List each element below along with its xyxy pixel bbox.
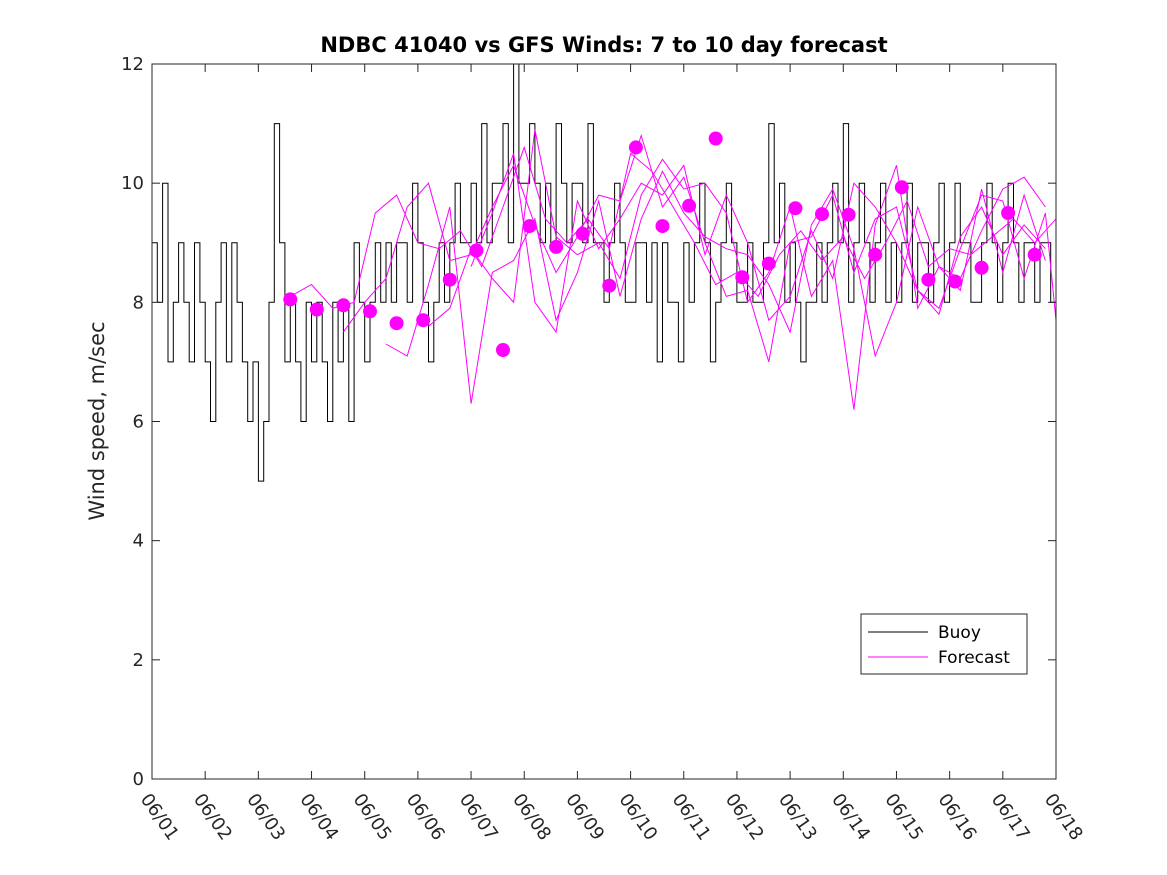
forecast-point: [283, 292, 298, 307]
x-tick-label: 06/09: [561, 790, 608, 845]
forecast-series-line-3: [428, 129, 1046, 410]
forecast-series-line-1: [290, 145, 1056, 309]
x-tick-label: 06/06: [402, 790, 449, 845]
forecast-point: [549, 239, 564, 254]
y-tick-label: 2: [133, 650, 144, 671]
forecast-point: [815, 207, 829, 222]
forecast-point: [602, 278, 617, 293]
forecast-point: [894, 180, 909, 195]
x-tick-label: 06/08: [508, 790, 555, 845]
x-tick-label: 06/11: [668, 790, 715, 845]
forecast-point: [735, 270, 750, 285]
x-tick-label: 06/16: [934, 790, 981, 845]
forecast-point: [841, 207, 856, 222]
forecast-point: [921, 272, 936, 287]
forecast-point: [708, 131, 723, 146]
forecast-series-line-5: [470, 153, 1056, 334]
y-tick-label: 4: [133, 531, 144, 552]
x-tick-label: 06/13: [774, 790, 821, 845]
forecast-point: [761, 256, 776, 271]
x-tick-label: 06/15: [880, 790, 927, 845]
x-tick-label: 06/07: [455, 790, 502, 845]
forecast-point: [682, 198, 697, 213]
x-tick-label: 06/03: [242, 790, 289, 845]
forecast-point: [496, 343, 510, 357]
forecast-point: [416, 313, 431, 328]
y-tick-label: 12: [121, 54, 144, 75]
y-tick-label: 8: [133, 292, 144, 313]
forecast-point: [1027, 247, 1042, 262]
legend-box: [860, 613, 1028, 675]
x-tick-label: 06/05: [349, 790, 396, 845]
forecast-point: [522, 219, 537, 234]
forecast-point: [1001, 206, 1016, 220]
y-tick-label: 0: [133, 769, 144, 790]
y-tick-label: 6: [133, 412, 144, 433]
forecast-point: [788, 201, 803, 216]
forecast-series-line-4: [385, 170, 1046, 404]
forecast-point: [974, 260, 989, 275]
forecast-point: [442, 272, 457, 287]
plot-area: [152, 64, 1056, 482]
x-tick-label: 06/17: [987, 790, 1034, 845]
forecast-point: [363, 304, 377, 319]
forecast-point: [389, 316, 404, 331]
y-axis-label: Wind speed, m/sec: [85, 321, 109, 520]
forecast-point: [655, 219, 670, 234]
chart-title: NDBC 41040 vs GFS Winds: 7 to 10 day for…: [320, 33, 887, 57]
legend: Buoy Forecast: [860, 613, 1028, 675]
x-tick-label: 06/18: [1040, 790, 1087, 845]
forecast-point: [868, 247, 883, 262]
x-tick-label: 06/02: [189, 790, 236, 845]
x-tick-label: 06/10: [614, 790, 661, 845]
legend-buoy-label: Buoy: [938, 623, 981, 643]
forecast-point: [948, 274, 962, 289]
x-tick-label: 06/01: [136, 790, 183, 845]
forecast-point: [469, 243, 484, 258]
forecast-point: [575, 226, 590, 241]
forecast-point: [628, 140, 643, 155]
x-tick-label: 06/12: [721, 790, 768, 845]
buoy-series-line: [152, 64, 1056, 482]
forecast-point: [336, 298, 351, 313]
y-tick-label: 10: [121, 173, 144, 194]
legend-forecast-label: Forecast: [938, 648, 1010, 668]
x-tick-label: 06/04: [295, 790, 342, 845]
x-tick-label: 06/14: [827, 790, 874, 845]
forecast-point: [309, 302, 324, 317]
